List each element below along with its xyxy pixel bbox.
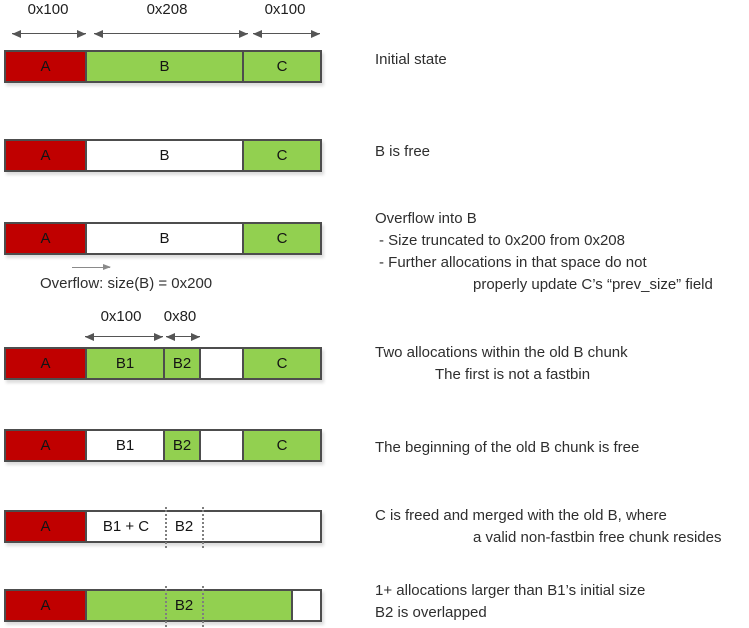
chunk-label: B1 + C [102,518,150,535]
caption-line: 1+ allocations larger than B1’s initial … [375,582,646,599]
dimension-arrow-icon [253,29,320,38]
memory-bar-row6: A B1 + C B2 [4,507,322,548]
chunk-label: A [40,58,51,75]
caption-row3: Overflow into B - Size truncated to 0x20… [375,208,713,296]
caption-row6: C is freed and merged with the old B, wh… [375,505,721,549]
ghost-boundary-line [165,586,167,627]
chunk-a: A [6,141,85,170]
chunk-label: C [276,230,288,247]
memory-bar-row1: A B C [4,50,322,83]
dim-label-c-size: 0x100 [264,1,306,18]
ghost-chunk-label: B2 [174,518,194,535]
ghost-boundary-line [202,586,204,627]
chunk-b2: B2 [163,431,199,460]
chunk-b1: B1 [85,349,163,378]
caption-row4: Two allocations within the old B chunk T… [375,342,628,386]
chunk-free [291,591,320,620]
chunk-c: C [242,224,320,253]
ghost-boundary-line [202,507,204,548]
chunk-label: B [159,230,170,247]
chunk-a: A [6,591,85,620]
memory-bar-row7: A B2 [4,586,322,627]
chunk-b2: B2 [163,349,199,378]
dim-label-a-size: 0x100 [27,1,69,18]
chunk-b1: B1 [85,431,163,460]
chunk-label: B1 [115,437,135,454]
caption-line: - Further allocations in that space do n… [379,254,647,271]
chunk-a: A [6,52,85,81]
chunk-b: B [85,224,242,253]
chunk-c: C [242,52,320,81]
dimension-arrow-icon [94,29,248,38]
caption-line: The first is not a fastbin [435,366,591,383]
chunk-a: A [6,512,85,541]
caption-line: Two allocations within the old B chunk [375,344,628,361]
chunk-free [199,431,242,460]
caption-row7: 1+ allocations larger than B1’s initial … [375,580,645,624]
chunk-b: B [85,141,242,170]
caption-line: B2 is overlapped [375,604,487,621]
memory-bar-row2: A B C [4,139,322,172]
caption-line: C is freed and merged with the old B, wh… [375,507,667,524]
chunk-a: A [6,224,85,253]
chunk-label: C [276,58,288,75]
chunk-label: A [40,230,51,247]
caption-row2: B is free [375,143,431,160]
caption-line: a valid non-fastbin free chunk resides [473,529,722,546]
chunk-free [199,349,242,378]
chunk-c: C [242,431,320,460]
chunk-a: A [6,349,85,378]
chunk-label: B [159,58,170,75]
caption-row5: The beginning of the old B chunk is free [375,439,640,456]
chunk-b: B [85,52,242,81]
chunk-label: B2 [172,355,192,372]
dim-label-b-size: 0x208 [146,1,188,18]
dimension-arrow-icon [85,332,163,341]
dim-label-b2-size: 0x80 [163,308,197,325]
chunk-c: C [242,141,320,170]
chunk-label: A [40,518,51,535]
chunk-label: A [40,437,51,454]
chunk-new-allocation [85,591,291,620]
dim-label-b1-size: 0x100 [100,308,142,325]
chunk-label: B2 [172,437,192,454]
chunk-label: B [159,147,170,164]
overflow-direction-arrow-icon [72,264,111,270]
chunk-a: A [6,431,85,460]
memory-bar-row5: A B1 B2 C [4,429,322,462]
overflow-note: Overflow: size(B) = 0x200 [40,275,213,292]
chunk-label: A [40,147,51,164]
memory-bar-row4: A B1 B2 C [4,347,322,380]
chunk-label: A [40,355,51,372]
chunk-label: B1 [115,355,135,372]
caption-row1: Initial state [375,51,447,68]
ghost-boundary-line [165,507,167,548]
caption-line: Overflow into B [375,210,477,227]
memory-bar-row3: A B C [4,222,322,255]
caption-line: properly update C’s “prev_size” field [473,276,713,293]
chunk-label: C [276,437,288,454]
chunk-label: C [276,147,288,164]
dimension-arrow-icon [12,29,86,38]
chunk-label: C [276,355,288,372]
chunk-label: A [40,597,51,614]
dimension-arrow-icon [166,332,200,341]
chunk-c: C [242,349,320,378]
caption-line: - Size truncated to 0x200 from 0x208 [379,232,625,249]
ghost-chunk-label: B2 [174,597,194,614]
